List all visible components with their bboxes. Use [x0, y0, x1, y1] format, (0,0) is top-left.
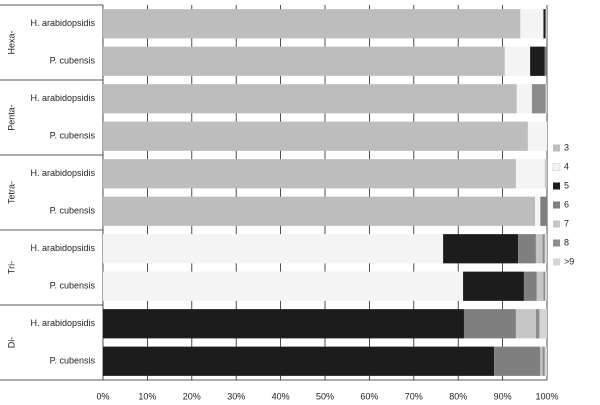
legend-label: 3	[564, 142, 569, 152]
legend-swatch	[553, 258, 560, 266]
bar-segment	[515, 159, 545, 189]
category-label: P. cubensis	[50, 131, 96, 141]
legend-swatch	[553, 239, 560, 247]
x-tick-label: 60%	[360, 391, 378, 401]
bar-segment	[103, 9, 521, 39]
legend-label: 8	[564, 237, 569, 247]
category-label: H. arabidopsidis	[30, 168, 95, 178]
bar-segment	[518, 234, 536, 264]
bar-segment	[463, 309, 516, 339]
x-tick-label: 20%	[183, 391, 201, 401]
x-tick-label: 80%	[449, 391, 467, 401]
bar-segment	[535, 234, 543, 264]
category-label: H. arabidopsidis	[30, 243, 95, 253]
x-tick-label: 90%	[494, 391, 512, 401]
category-label: H. arabidopsidis	[30, 93, 95, 103]
bar-segment	[103, 159, 516, 189]
group-label: Hexa-	[6, 30, 16, 54]
bar-segment	[103, 121, 528, 151]
bar-segment	[542, 346, 545, 376]
bar-segment	[103, 346, 495, 376]
category-label: H. arabidopsidis	[30, 18, 95, 28]
bar-segment	[544, 46, 547, 76]
bar-segment	[544, 159, 547, 189]
legend-label: 4	[564, 161, 569, 171]
group-label: Penta-	[6, 104, 16, 131]
group-label: Tri-	[6, 261, 16, 274]
bar-segment	[539, 309, 547, 339]
group-label: Di-	[6, 337, 16, 349]
bar-segment	[545, 84, 547, 114]
legend-swatch	[553, 220, 560, 228]
legend-swatch	[553, 201, 560, 209]
bar-segment	[103, 84, 517, 114]
bar-segment	[535, 196, 541, 226]
x-tick-label: 30%	[227, 391, 245, 401]
legend-swatch	[552, 163, 561, 171]
bar-segment	[543, 271, 546, 301]
legend-swatch	[553, 144, 560, 152]
bar-segment	[463, 271, 524, 301]
x-tick-label: 10%	[138, 391, 156, 401]
legend-label: 5	[564, 180, 569, 190]
bar-segment	[103, 196, 536, 226]
bar-segment	[103, 271, 464, 301]
bar-segment	[545, 271, 547, 301]
bar-segment	[103, 309, 464, 339]
bar-segment	[523, 271, 537, 301]
bar-segment	[531, 84, 546, 114]
bar-segment	[530, 46, 545, 76]
legend-swatch	[553, 182, 560, 190]
x-tick-label: 40%	[272, 391, 290, 401]
bar-segment	[103, 46, 505, 76]
x-tick-label: 0%	[96, 391, 109, 401]
bar-segment	[536, 271, 544, 301]
bar-segment	[504, 46, 531, 76]
bar-segment	[520, 9, 544, 39]
x-tick-label: 50%	[316, 391, 334, 401]
category-label: P. cubensis	[50, 56, 96, 66]
bar-segment	[540, 346, 543, 376]
category-label: H. arabidopsidis	[30, 318, 95, 328]
category-label: P. cubensis	[50, 356, 96, 366]
legend-label: 7	[564, 218, 569, 228]
bar-segment	[527, 121, 547, 151]
category-label: P. cubensis	[50, 206, 96, 216]
category-label: P. cubensis	[50, 281, 96, 291]
bar-segment	[543, 9, 546, 39]
x-tick-label: 70%	[405, 391, 423, 401]
legend-label: 6	[564, 199, 569, 209]
bar-segment	[516, 84, 532, 114]
bar-segment	[535, 309, 540, 339]
group-label: Tetra-	[6, 181, 16, 204]
bar-segment	[494, 346, 541, 376]
bar-segment	[515, 309, 536, 339]
bar-segment	[545, 9, 547, 39]
legend-label: >9	[564, 256, 574, 266]
bar-segment	[540, 196, 547, 226]
bar-segment	[544, 234, 547, 264]
bar-segment	[443, 234, 519, 264]
bar-segment	[103, 234, 444, 264]
bar-segment	[544, 346, 547, 376]
x-tick-label: 100%	[535, 391, 558, 401]
bar-segment	[542, 234, 545, 264]
